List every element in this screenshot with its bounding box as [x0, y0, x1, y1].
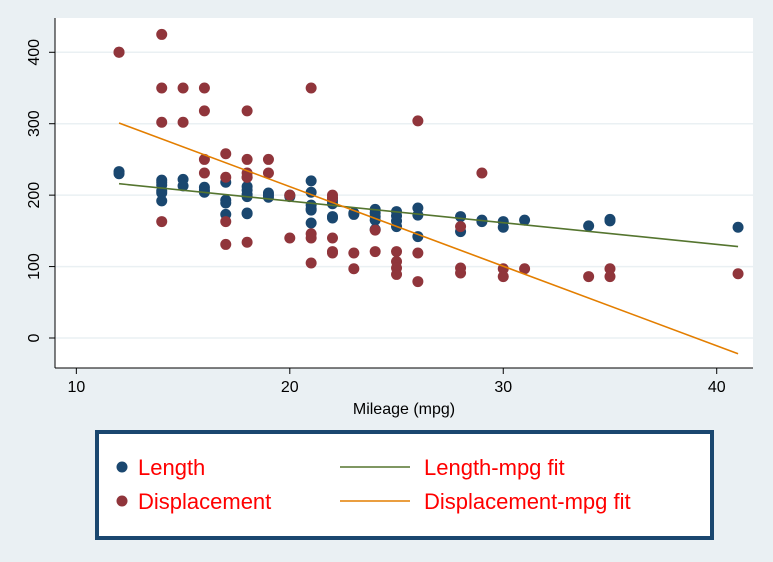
- plot-area: [55, 18, 753, 368]
- displacement-point: [156, 216, 168, 228]
- displacement-point: [732, 268, 744, 280]
- y-axis-ticks: 0 100 200 300 400: [26, 39, 55, 342]
- displacement-point: [305, 232, 317, 244]
- length-point: [326, 212, 338, 224]
- legend-box: [95, 430, 714, 540]
- displacement-point: [220, 238, 232, 250]
- displacement-point: [113, 46, 125, 58]
- length-point: [583, 220, 595, 232]
- length-point: [732, 221, 744, 233]
- x-tick-label: 20: [281, 379, 299, 396]
- legend-length-mpg-fit-label: Length-mpg fit: [424, 455, 565, 480]
- x-axis-title: Mileage (mpg): [353, 401, 455, 418]
- displacement-point: [348, 247, 360, 259]
- displacement-point: [455, 267, 467, 279]
- legend-displacement-marker: [116, 495, 128, 507]
- displacement-point: [412, 276, 424, 288]
- length-point: [156, 195, 168, 207]
- length-point: [305, 175, 317, 187]
- fit-lines: [118, 122, 739, 355]
- displacement-point: [156, 116, 168, 128]
- displacement-point: [391, 268, 403, 280]
- y-tick-label: 100: [26, 253, 43, 280]
- displacement-point: [284, 189, 296, 201]
- length-point: [305, 217, 317, 229]
- displacement-point: [305, 257, 317, 269]
- displacement-point: [156, 82, 168, 94]
- displacement-point: [156, 28, 168, 40]
- displacement-point: [412, 115, 424, 127]
- displacement-point: [220, 148, 232, 160]
- length-point: [113, 168, 125, 180]
- length-point: [177, 180, 189, 192]
- legend-length-marker: [116, 461, 128, 473]
- y-tick-label: 400: [26, 39, 43, 66]
- scatter-points: [113, 28, 744, 288]
- displacement-point: [369, 224, 381, 236]
- y-tick-label: 0: [26, 333, 43, 342]
- displacement-point: [604, 263, 616, 275]
- y-tick-label: 300: [26, 110, 43, 137]
- displacement-point: [519, 263, 531, 275]
- displacement-point: [391, 246, 403, 258]
- displacement-point: [262, 167, 274, 179]
- displacement-mpg-fit-line: [118, 122, 739, 355]
- displacement-point: [177, 116, 189, 128]
- legend-length-label: Length: [138, 455, 205, 480]
- legend: Length Length-mpg fit Displacement Displace…: [95, 430, 714, 540]
- length-point: [305, 204, 317, 216]
- length-point: [412, 209, 424, 221]
- displacement-point: [198, 167, 210, 179]
- displacement-point: [583, 271, 595, 283]
- displacement-point: [604, 271, 616, 283]
- displacement-point: [412, 247, 424, 259]
- displacement-point: [220, 216, 232, 228]
- displacement-point: [476, 167, 488, 179]
- displacement-point: [241, 236, 253, 248]
- legend-displacement-mpg-fit-label: Displacement-mpg fit: [424, 489, 631, 514]
- length-point: [241, 208, 253, 220]
- displacement-point: [326, 232, 338, 244]
- length-point: [156, 187, 168, 199]
- legend-displacement-label: Displacement: [138, 489, 271, 514]
- displacement-point: [198, 82, 210, 94]
- length-point: [262, 191, 274, 203]
- displacement-point: [177, 82, 189, 94]
- displacement-point: [241, 105, 253, 117]
- axes: [54, 18, 753, 369]
- displacement-point: [241, 171, 253, 183]
- length-point: [476, 216, 488, 228]
- displacement-point: [220, 171, 232, 183]
- x-tick-label: 40: [708, 379, 726, 396]
- x-axis-ticks: 10 20 30 40: [67, 368, 726, 396]
- gridlines: [55, 51, 753, 339]
- displacement-point: [348, 263, 360, 275]
- length-point: [497, 221, 509, 233]
- length-mpg-fit-line: [118, 182, 739, 248]
- displacement-point: [369, 246, 381, 258]
- displacement-point: [241, 153, 253, 165]
- length-point: [519, 214, 531, 226]
- displacement-point: [305, 82, 317, 94]
- displacement-point: [497, 271, 509, 283]
- y-tick-label: 200: [26, 182, 43, 209]
- x-tick-label: 10: [67, 379, 85, 396]
- displacement-point: [198, 105, 210, 117]
- displacement-point: [326, 247, 338, 259]
- displacement-point: [455, 221, 467, 233]
- displacement-point: [262, 153, 274, 165]
- length-point: [455, 211, 467, 223]
- length-point: [604, 215, 616, 227]
- displacement-point: [284, 232, 296, 244]
- x-tick-label: 30: [494, 379, 512, 396]
- length-point: [220, 197, 232, 209]
